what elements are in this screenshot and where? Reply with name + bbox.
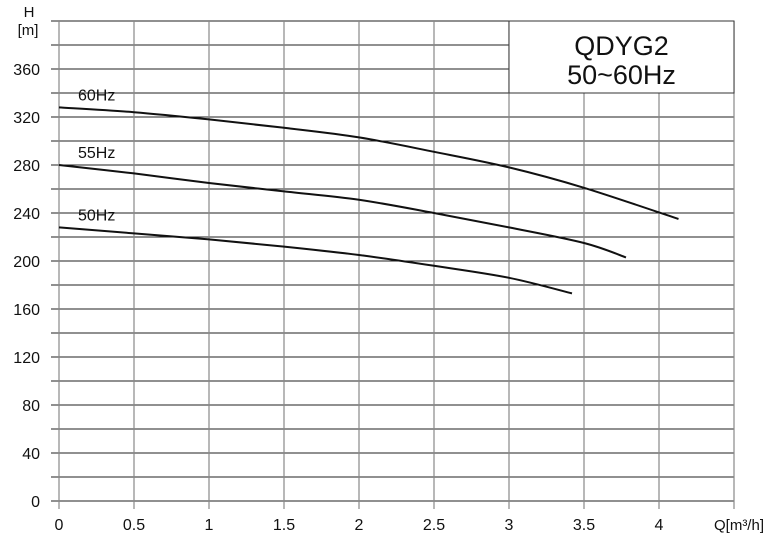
x-tick-label: 1.5 bbox=[273, 517, 295, 534]
title-box-background bbox=[508, 20, 735, 94]
series-label-50Hz: 50Hz bbox=[78, 207, 115, 224]
series-label-60Hz: 60Hz bbox=[78, 87, 115, 104]
y-tick-label: 80 bbox=[22, 398, 40, 415]
grid bbox=[51, 20, 735, 509]
y-tick-label: 280 bbox=[13, 158, 40, 175]
x-tick-label: 3.5 bbox=[573, 517, 595, 534]
x-tick-label: 4 bbox=[655, 517, 664, 534]
x-axis-label: Q[m³/h] bbox=[714, 517, 764, 534]
series-line-50Hz bbox=[58, 226, 573, 295]
y-tick-label: 240 bbox=[13, 206, 40, 223]
x-tick-label: 0 bbox=[55, 517, 64, 534]
x-tick-label: 3 bbox=[505, 517, 514, 534]
y-tick-label: 0 bbox=[31, 494, 40, 511]
y-axis-unit: [m] bbox=[18, 22, 39, 39]
series-label-55Hz: 55Hz bbox=[78, 145, 115, 162]
x-tick-label: 2.5 bbox=[423, 517, 445, 534]
series-group: 60Hz 55Hz 50Hz bbox=[58, 87, 679, 295]
y-axis-label: H bbox=[24, 4, 35, 21]
y-tick-label: 320 bbox=[13, 110, 40, 127]
chart-subtitle: 50~60Hz bbox=[567, 60, 676, 90]
y-tick-label: 360 bbox=[13, 62, 40, 79]
x-tick-label: 1 bbox=[205, 517, 214, 534]
y-tick-label: 160 bbox=[13, 302, 40, 319]
series-line-55Hz bbox=[58, 164, 627, 259]
chart-title: QDYG2 bbox=[574, 31, 669, 61]
series-line-60Hz bbox=[58, 106, 679, 220]
tick-labels: 0 0.5 1 1.5 2 2.5 3 3.5 404080120160200240280320… bbox=[13, 62, 663, 534]
title-box: QDYG2 50~60Hz bbox=[508, 20, 735, 94]
x-tick-label: 0.5 bbox=[123, 517, 145, 534]
y-tick-label: 120 bbox=[13, 350, 40, 367]
x-tick-label: 2 bbox=[355, 517, 364, 534]
y-tick-label: 40 bbox=[22, 446, 40, 463]
y-tick-label: 200 bbox=[13, 254, 40, 271]
